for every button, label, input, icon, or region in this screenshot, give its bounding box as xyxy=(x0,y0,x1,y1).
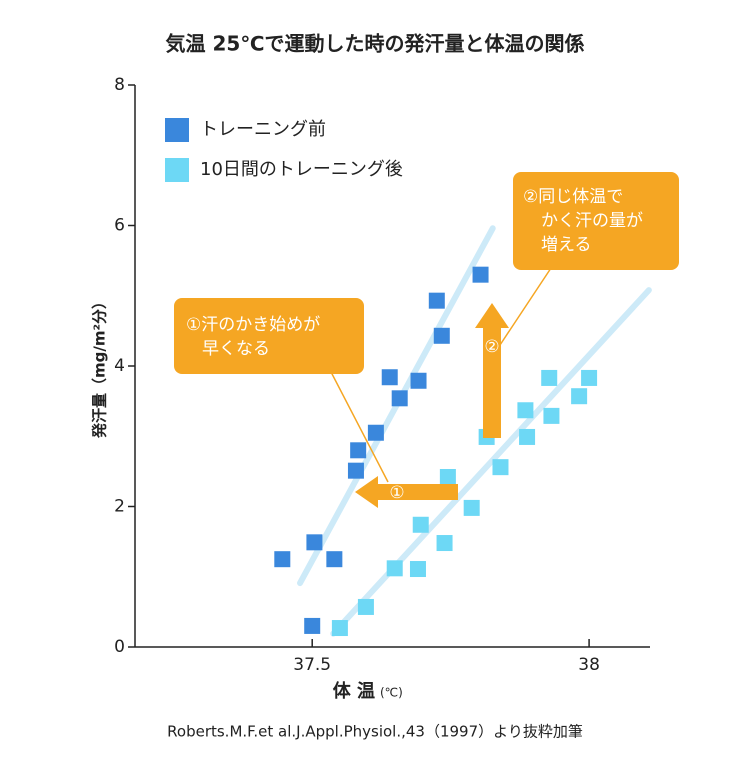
point xyxy=(326,551,343,568)
arrow-label: ② xyxy=(484,337,499,357)
arrow xyxy=(355,476,458,508)
point xyxy=(463,499,480,516)
callout-text: かく汗の量が xyxy=(541,211,643,231)
point xyxy=(274,551,291,568)
callout-text: ①汗のかき始めが xyxy=(186,315,320,335)
plot-area xyxy=(274,225,652,637)
y-axis-label: 発汗量（mg/m²分） xyxy=(91,294,109,439)
legend-swatch xyxy=(165,158,189,182)
y-tick-label: 8 xyxy=(114,75,125,95)
point xyxy=(347,462,364,479)
point xyxy=(517,402,534,419)
trend-line xyxy=(330,287,652,637)
legend-swatch xyxy=(165,118,189,142)
point xyxy=(381,369,398,386)
y-tick-label: 4 xyxy=(114,356,125,376)
point xyxy=(571,388,588,405)
callout-box xyxy=(513,172,679,270)
point xyxy=(410,372,427,389)
point xyxy=(436,535,453,552)
callout-pointer xyxy=(329,369,389,483)
source-note: Roberts.M.F.et al.J.Appl.Physiol.,43（199… xyxy=(167,723,583,741)
point xyxy=(331,620,348,637)
point xyxy=(541,369,558,386)
x-tick-label: 37.5 xyxy=(293,655,331,675)
point xyxy=(391,390,408,407)
point xyxy=(304,617,321,634)
callout-pointer xyxy=(499,261,556,346)
point xyxy=(412,516,429,533)
callout-text: 増える xyxy=(541,235,592,255)
legend-label: トレーニング前 xyxy=(200,119,326,140)
point xyxy=(492,459,509,476)
point xyxy=(306,534,323,551)
point xyxy=(357,598,374,615)
legend-label: 10日間のトレーニング後 xyxy=(200,159,403,180)
point xyxy=(409,561,426,578)
y-tick-label: 2 xyxy=(114,497,125,517)
point xyxy=(350,442,367,459)
point xyxy=(428,292,445,309)
point xyxy=(439,468,456,485)
x-tick-label: 38 xyxy=(578,655,600,675)
point xyxy=(519,428,536,445)
chart-title: 気温 25℃で運動した時の発汗量と体温の関係 xyxy=(165,32,584,56)
point xyxy=(367,424,384,441)
callout-text: 早くなる xyxy=(202,339,270,359)
y-tick-label: 6 xyxy=(114,216,125,236)
point xyxy=(433,327,450,344)
callout-box xyxy=(174,298,364,374)
point xyxy=(472,266,489,283)
point xyxy=(543,407,560,424)
x-axis-unit: (℃) xyxy=(380,686,403,700)
arrow-label: ① xyxy=(389,483,404,503)
x-axis-label: 体 温 xyxy=(333,680,375,702)
y-tick-label: 0 xyxy=(114,637,125,657)
callout-text: ②同じ体温で xyxy=(523,187,623,207)
arrow xyxy=(475,303,509,438)
point xyxy=(581,369,598,386)
point xyxy=(386,560,403,577)
